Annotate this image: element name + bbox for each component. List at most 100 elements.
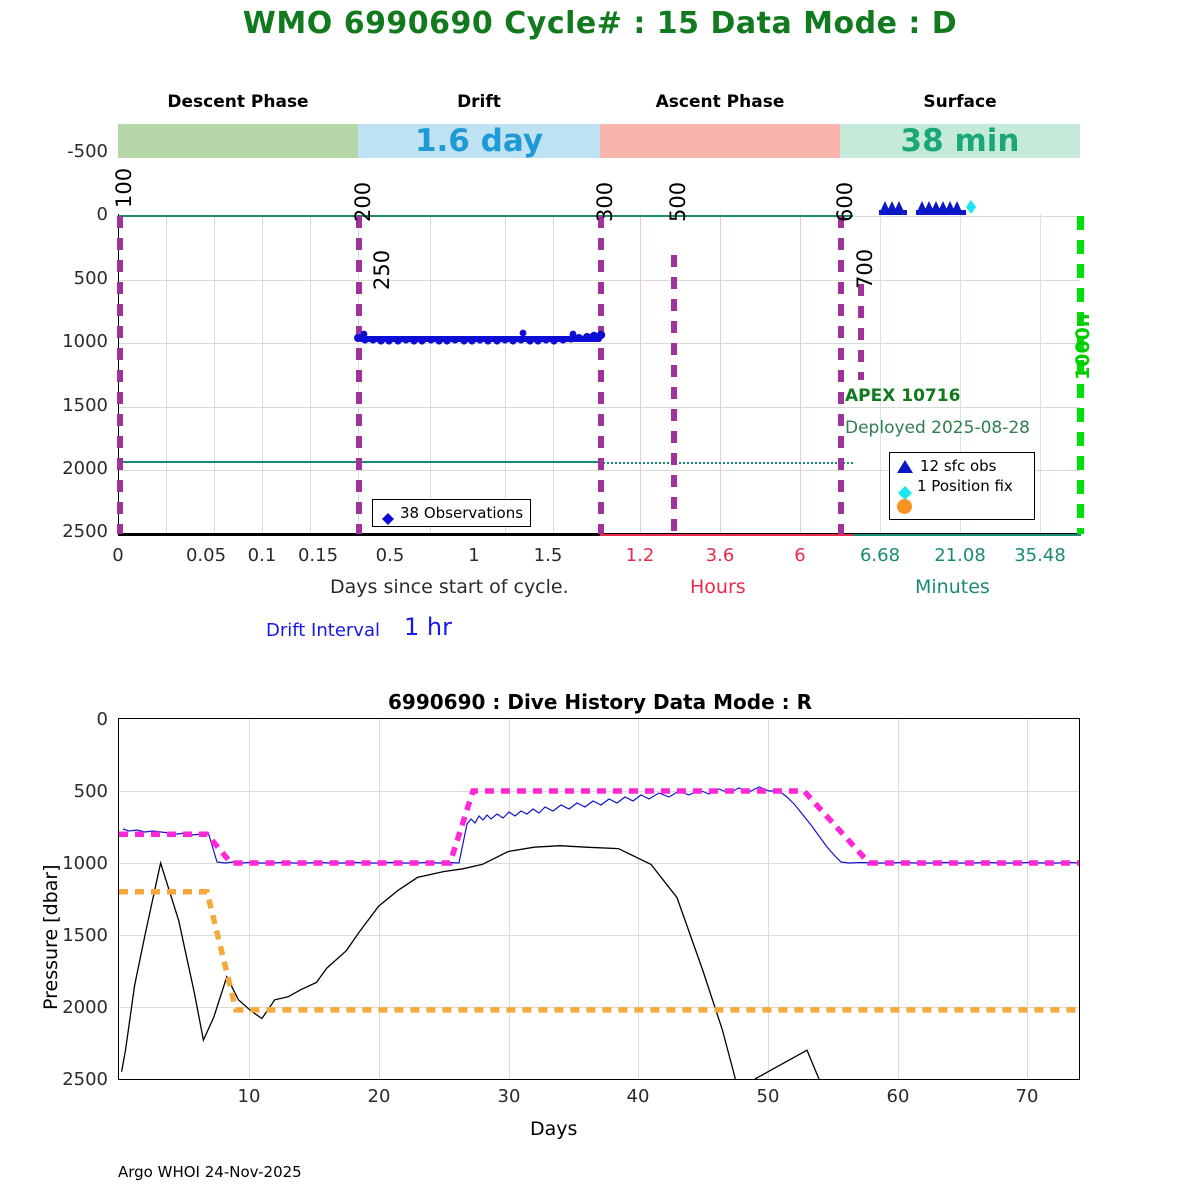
phase-duration-drift: 1.6 day	[414, 123, 544, 159]
ytick-label: 500	[73, 781, 108, 802]
circle-icon	[897, 498, 912, 514]
series-measured-park-pressure	[122, 786, 1079, 864]
xtick-label-minutes: 6.68	[859, 545, 901, 566]
gridline-v	[638, 719, 639, 1079]
xtick-label-minutes: 21.08	[934, 545, 986, 566]
gridline-v	[1027, 719, 1028, 1079]
series-max-profile-pressure-cont	[754, 1049, 820, 1079]
phase-bar-ascent	[600, 124, 840, 158]
event-line-700	[858, 284, 864, 380]
xaxis-caption-minutes: Minutes	[915, 576, 990, 598]
xtick-label: 20	[367, 1086, 391, 1107]
drift-interval-label: Drift Interval	[266, 620, 380, 641]
hours-axis-line	[600, 534, 853, 536]
phase-label-ascent: Ascent Phase	[655, 92, 785, 112]
gridline-v	[880, 214, 881, 534]
xtick-label-days: 0	[112, 545, 124, 566]
ytick-label: -500	[67, 141, 108, 162]
gridline-v	[898, 719, 899, 1079]
gridline-v	[1040, 214, 1041, 534]
ytick-label: 1000	[62, 331, 108, 352]
ytick-label: 1500	[62, 925, 108, 946]
gridline-v	[430, 214, 431, 534]
xtick-label: 50	[756, 1086, 780, 1107]
lower-yaxis-label: Pressure [dbar]	[40, 864, 62, 1010]
xtick-label: 10	[237, 1086, 261, 1107]
phase-bar-drift: 1.6 day	[358, 124, 600, 158]
gridline-v	[249, 719, 250, 1079]
drift-interval-value: 1 hr	[404, 613, 452, 641]
phase-duration-surface: 38 min	[900, 123, 1020, 159]
xtick-label-hours: 1.2	[625, 545, 655, 566]
gridline-v	[214, 214, 215, 534]
xtick-label-days: 1.5	[533, 545, 563, 566]
gridline-v	[166, 214, 167, 534]
footer-text: Argo WHOI 24-Nov-2025	[118, 1163, 302, 1181]
xaxis-caption-days: Days since start of cycle.	[330, 576, 569, 598]
legend-row-sfc-obs: 12 sfc obs	[897, 456, 1027, 476]
gridline-v	[800, 214, 801, 534]
xtick-label-minutes: 35.48	[1014, 545, 1066, 566]
xtick-label: 60	[886, 1086, 910, 1107]
xtick-label-days: 0.5	[375, 545, 405, 566]
gridline-v	[720, 214, 721, 534]
ytick-label: 2500	[62, 521, 108, 542]
legend-label-position-fix: 1 Position fix	[917, 477, 1013, 495]
deploy-date-label: Deployed 2025-08-28	[845, 418, 1030, 438]
ytick-label: 0	[96, 204, 108, 225]
reference-line-2000-dotted	[600, 462, 853, 464]
phase-label-drift: Drift	[457, 92, 501, 112]
ytick-label: 1000	[62, 853, 108, 874]
gridline-v	[960, 214, 961, 534]
legend-label-sfc-obs: 12 sfc obs	[920, 457, 997, 475]
reference-line-surface	[118, 215, 853, 217]
event-line-1000n	[1077, 216, 1084, 534]
surface-legend: 12 sfc obs 1 Position fix	[889, 452, 1035, 520]
gridline-v	[509, 719, 510, 1079]
xtick-label-hours: 3.6	[705, 545, 735, 566]
ytick-label: 0	[96, 709, 108, 730]
xtick-label-hours: 6	[794, 545, 806, 566]
observations-legend: 38 Observations	[372, 499, 532, 527]
phase-bar-descent	[118, 124, 358, 158]
ytick-label: 1500	[62, 395, 108, 416]
diamond-icon	[898, 479, 912, 500]
gridline-v	[505, 214, 506, 534]
top-plot-data-layer	[354, 329, 606, 345]
legend-row-position-fix: 1 Position fix	[897, 476, 1027, 500]
event-line-300	[598, 216, 604, 534]
xtick-label: 70	[1015, 1086, 1039, 1107]
legend-row-orange	[897, 496, 1027, 516]
xaxis-caption-hours: Hours	[690, 576, 746, 598]
phase-label-descent: Descent Phase	[167, 92, 309, 112]
phase-label-surface: Surface	[923, 92, 997, 112]
xtick-label: 30	[497, 1086, 521, 1107]
days-axis-line	[118, 534, 853, 536]
gridline-h	[119, 863, 1079, 864]
minutes-axis-line	[853, 534, 1081, 536]
drift-observations	[354, 329, 606, 345]
lower-plot-title: 6990690 : Dive History Data Mode : R	[388, 690, 812, 714]
gridline-h	[119, 935, 1079, 936]
event-line-600	[838, 216, 844, 534]
surface-obs-markers	[879, 200, 976, 215]
event-line-500	[671, 255, 677, 534]
gridline-v	[310, 214, 311, 534]
gridline-v	[640, 214, 641, 534]
series-profile-pressure-setpoint	[119, 889, 1079, 1013]
event-line-100	[117, 216, 123, 534]
lower-plot-frame	[118, 718, 1080, 1080]
xtick-label: 40	[626, 1086, 650, 1107]
xtick-label-days: 0.15	[297, 545, 339, 566]
event-line-250	[356, 216, 362, 534]
xtick-label-days: 1	[468, 545, 480, 566]
triangle-icon	[897, 459, 913, 473]
float-id-label: APEX 10716	[845, 386, 961, 406]
ytick-label: 2000	[62, 458, 108, 479]
page-title: WMO 6990690 Cycle# : 15 Data Mode : D	[242, 6, 958, 41]
diamond-icon	[382, 507, 394, 525]
ytick-label: 500	[73, 268, 108, 289]
position-fix-marker	[966, 200, 976, 214]
xtick-label-days: 0.1	[247, 545, 277, 566]
legend-label-observations: 38 Observations	[400, 504, 524, 522]
